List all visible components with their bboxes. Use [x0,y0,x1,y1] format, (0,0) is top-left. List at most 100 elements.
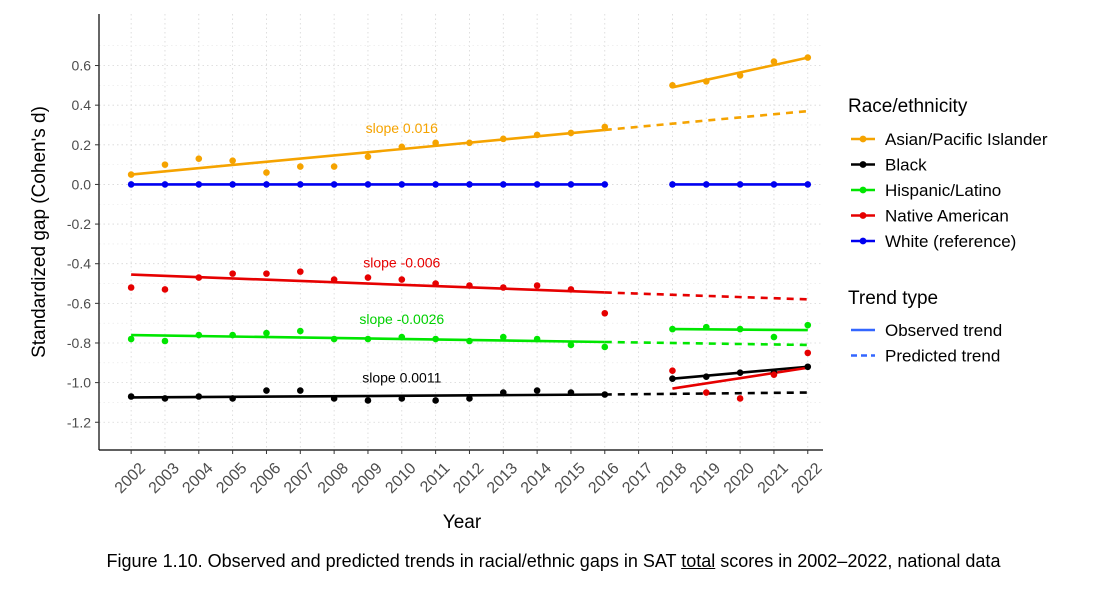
x-tick-label: 2007 [281,460,318,497]
legend-key-point [859,212,867,219]
x-tick-label: 2022 [788,460,825,497]
legend-label: Native American [885,207,1009,226]
data-point [229,270,236,277]
data-point [195,155,203,162]
data-point [567,341,575,349]
data-point [127,284,135,291]
data-point [364,335,372,343]
data-point [195,393,203,400]
data-point [127,181,135,188]
data-point [466,395,473,402]
data-point [770,58,778,65]
x-tick-label: 2018 [653,460,690,497]
data-point [195,274,203,281]
x-tick-label: 2010 [382,460,419,497]
data-point [466,139,473,147]
predicted-trend-line [604,391,808,396]
data-point [398,143,406,151]
x-tick-label: 2020 [721,460,758,497]
data-point [364,181,372,188]
x-tick-label: 2019 [687,460,724,497]
data-point [702,389,710,396]
data-point [330,335,338,343]
data-point [127,171,135,178]
data-point [296,387,304,394]
x-tick-label: 2012 [450,460,487,497]
data-point [466,282,473,289]
data-point [296,268,304,275]
slope-label: slope 0.016 [366,120,439,136]
data-point [736,325,744,333]
y-tick-label: -0.4 [67,256,91,272]
data-point [804,321,812,329]
data-point [229,395,236,402]
data-point [229,181,236,188]
data-point [195,331,203,339]
legend-key-point [859,135,867,143]
legend-race-title: Race/ethnicity [848,96,968,117]
data-point [263,270,270,277]
observed-trend-line [131,128,605,176]
data-point [229,157,236,164]
data-point [330,181,338,188]
data-point [330,395,338,402]
data-point [770,181,778,188]
data-point [161,286,169,293]
data-point [601,343,609,351]
data-point [398,181,406,188]
x-tick-label: 2016 [585,460,622,497]
data-point [330,163,338,170]
x-tick-label: 2003 [146,460,183,497]
slope-labels: slope 0.016 slope 0.0011 slope -0.0026 slop… [359,120,444,386]
y-tick-label: -1.0 [67,375,91,391]
x-axis-title: Year [443,512,482,533]
y-tick-label: 0.6 [72,58,92,74]
legend-label: Asian/Pacific Islander [885,130,1048,149]
y-tick-label: -0.2 [67,216,91,232]
data-point [533,282,541,289]
x-tick-label: 2014 [518,460,555,497]
data-point [499,333,507,341]
x-tick-label: 2008 [315,460,352,497]
data-point [804,54,812,61]
x-tick-label: 2005 [213,460,250,497]
x-tick-label: 2013 [484,460,521,497]
data-point [398,333,406,341]
legend-trend-items: Observed trend Predicted trend [851,321,1002,366]
observed-trend-line-2018-2022 [672,366,808,390]
slope-label: slope -0.0026 [359,311,444,327]
data-point [161,337,169,345]
data-point [601,391,609,398]
legend-key-point [859,237,867,245]
chart: slope 0.016 slope 0.0011 slope -0.0026 slop… [29,14,1048,533]
data-point [669,367,676,375]
y-tick-label: 0.4 [72,97,92,113]
data-point [567,129,575,137]
data-point [398,395,406,402]
legend-trend-title: Trend type [848,288,938,309]
data-point [736,395,744,402]
y-tick-label: -0.6 [67,295,91,311]
x-tick-label: 2011 [417,460,453,496]
data-point [533,131,541,139]
data-point [567,286,575,293]
data-point [601,123,609,131]
data-point [161,395,169,402]
caption-text-end: scores in 2002–2022, national data [715,551,1001,571]
legend-key-point [859,186,867,194]
y-tick-label: 0.2 [72,137,92,153]
data-point [669,325,676,333]
x-tick-label: 2009 [349,460,386,497]
data-point [702,373,710,380]
x-tick-label: 2006 [247,460,284,497]
data-point [432,139,439,147]
legend-label: White (reference) [885,232,1016,251]
caption-underlined: total [681,551,716,571]
data-point [533,387,541,394]
data-point [736,369,744,377]
legend-label: Predicted trend [885,347,1000,366]
data-point [296,327,304,335]
data-point [296,163,304,170]
data-point [499,389,507,396]
data-point [161,161,169,168]
